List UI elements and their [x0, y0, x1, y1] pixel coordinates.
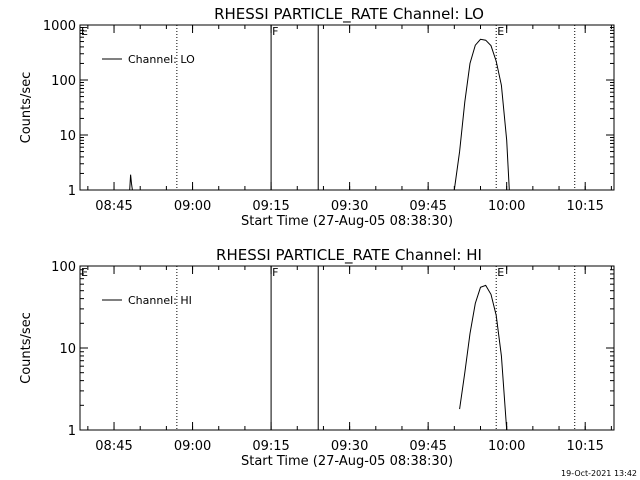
chart-title: RHESSI PARTICLE_RATE Channel: LO [214, 5, 484, 24]
series-line [129, 174, 134, 191]
x-tick-label: 10:15 [566, 439, 603, 454]
marker-label: F [272, 266, 278, 279]
panel-lo: RHESSI PARTICLE_RATE Channel: LO Counts/s… [19, 5, 615, 229]
corner-marker-label: E [81, 266, 88, 279]
x-axis-label: Start Time (27-Aug-05 08:38:30) [241, 454, 453, 469]
x-tick-label: 10:00 [488, 439, 525, 454]
y-axis-label: Counts/sec [19, 72, 34, 144]
x-tick-label: 09:15 [252, 199, 289, 214]
y-tick-label: 100 [51, 74, 76, 89]
plot-frame [79, 24, 615, 191]
legend-label: Channel: HI [128, 294, 192, 307]
x-tick-label: 10:00 [488, 199, 525, 214]
timestamp: 19-Oct-2021 13:42 [561, 469, 637, 478]
y-tick-label: 1 [68, 184, 76, 199]
x-tick-label: 09:45 [409, 439, 446, 454]
y-tick-label: 10 [59, 342, 76, 357]
x-tick-label: 09:30 [331, 439, 368, 454]
y-tick-label: 1000 [43, 19, 76, 34]
y-tick-label: 1 [68, 424, 76, 439]
x-tick-label: 08:45 [95, 439, 132, 454]
x-tick-label: 09:30 [331, 199, 368, 214]
legend-label: Channel: LO [128, 53, 195, 66]
y-axis-label: Counts/sec [19, 312, 34, 384]
marker-label: F [272, 25, 278, 38]
series-line [453, 38, 510, 191]
y-tick-label: 100 [51, 260, 76, 275]
x-tick-label: 08:45 [95, 199, 132, 214]
y-tick-label: 10 [59, 129, 76, 144]
series-line [459, 284, 508, 431]
x-tick-label: 10:15 [566, 199, 603, 214]
plot-frame [79, 265, 615, 431]
x-tick-label: 09:45 [409, 199, 446, 214]
chart-title: RHESSI PARTICLE_RATE Channel: HI [216, 246, 482, 265]
marker-label: E [497, 266, 504, 279]
panel-hi: RHESSI PARTICLE_RATE Channel: HI Counts/s… [19, 246, 615, 469]
marker-label: E [497, 25, 504, 38]
x-tick-label: 09:00 [174, 439, 211, 454]
x-tick-label: 09:15 [252, 439, 289, 454]
x-axis-label: Start Time (27-Aug-05 08:38:30) [241, 214, 453, 229]
x-tick-label: 09:00 [174, 199, 211, 214]
corner-marker-label: E [81, 25, 88, 38]
